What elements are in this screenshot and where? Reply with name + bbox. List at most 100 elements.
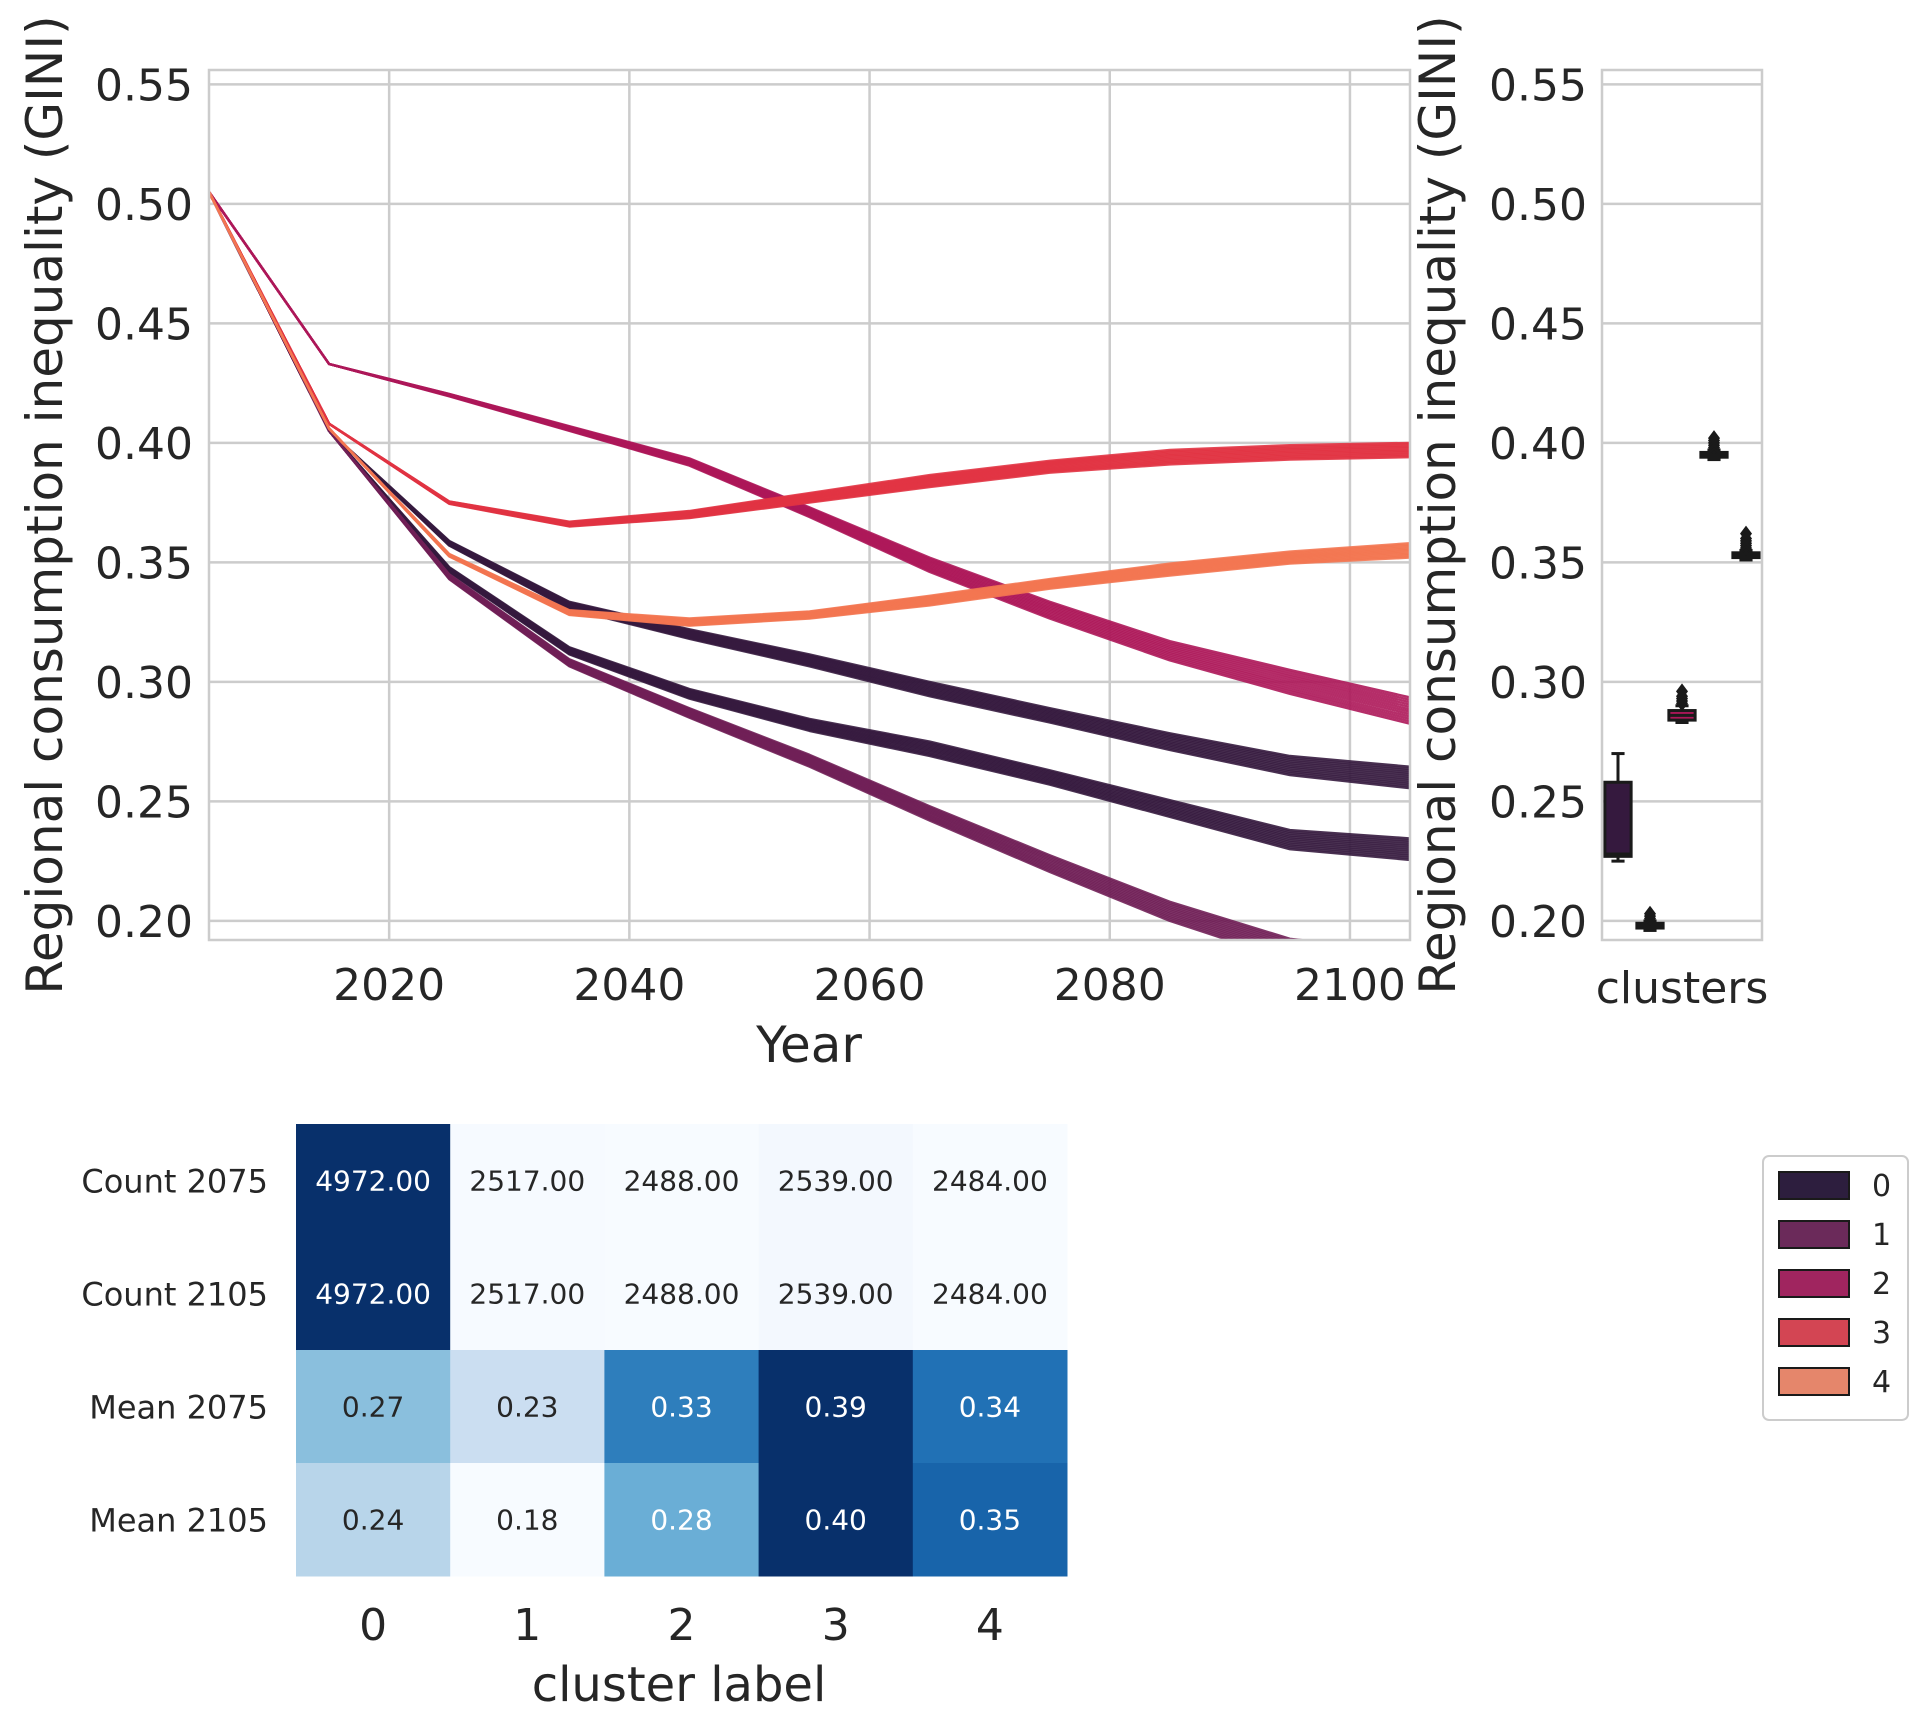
legend-label: 4	[1872, 1365, 1891, 1400]
heatmap-cell-label: 0.23	[496, 1391, 558, 1424]
heatmap-cell-label: 0.28	[650, 1504, 712, 1537]
line-chart-y-axis-label: Regional consumption inequality (GINI)	[16, 15, 74, 994]
y-tick-label: 0.50	[1489, 180, 1587, 231]
heatmap-cell	[450, 1237, 605, 1351]
heatmap-cells: 4972.00 2517.00 2488.00 2539.00 2484.00 4972.…	[296, 1124, 1068, 1577]
heatmap-cell-label: 0.27	[342, 1391, 404, 1424]
heatmap-row-label: Mean 2105	[89, 1502, 268, 1540]
heatmap-x-axis-label: cluster label	[532, 1657, 827, 1713]
heatmap-cell	[758, 1463, 914, 1577]
series-3	[209, 191, 1410, 528]
legend-label: 0	[1872, 1169, 1891, 1204]
legend-swatch	[1778, 1269, 1850, 1298]
y-tick-label: 0.40	[1489, 419, 1587, 470]
y-tick-label: 0.45	[1489, 299, 1587, 350]
heatmap-cell	[912, 1124, 1068, 1238]
heatmap-cell	[450, 1350, 605, 1464]
series-line	[209, 191, 1410, 620]
heatmap-cell	[604, 1350, 760, 1464]
heatmap-cell-label: 0.40	[805, 1504, 867, 1537]
heatmap-column-label: 1	[513, 1600, 541, 1651]
heatmap-row-label: Count 2075	[81, 1163, 268, 1201]
line-chart-frame	[207, 68, 1412, 942]
x-tick-label: 2080	[1054, 960, 1166, 1011]
box-0	[1603, 752, 1633, 863]
heatmap-cell	[604, 1463, 760, 1577]
box-body	[1603, 780, 1633, 858]
heatmap-cell-label: 0.33	[650, 1391, 712, 1424]
box-chart-y-axis-label: Regional consumption inequality (GINI)	[1409, 15, 1467, 994]
box-flier	[1676, 683, 1688, 700]
y-tick-label: 0.45	[95, 299, 193, 350]
y-tick-label: 0.30	[1489, 658, 1587, 709]
line-chart-x-axis-label: Year	[755, 1016, 862, 1074]
box-chart-y-ticks: 0.20 0.25 0.30 0.35 0.40 0.45 0.50 0.55	[1489, 60, 1587, 948]
line-chart-x-ticks: 2020 2040 2060 2080 2100	[333, 960, 1406, 1011]
line-chart-series	[209, 191, 1410, 940]
y-tick-label: 0.25	[95, 777, 193, 828]
heatmap-cell-label: 2488.00	[624, 1165, 740, 1198]
series-2	[209, 191, 1410, 725]
legend-swatch	[1778, 1220, 1850, 1249]
heatmap-cell	[758, 1350, 914, 1464]
heatmap-cell	[912, 1237, 1068, 1351]
y-tick-label: 0.30	[95, 658, 193, 709]
y-tick-label: 0.40	[95, 419, 193, 470]
heatmap-column-labels: 0 1 2 3 4	[359, 1600, 1004, 1651]
heatmap-row-labels: Count 2075 Count 2105 Mean 2075 Mean 2105	[81, 1163, 268, 1540]
box-chart-boxes	[1603, 430, 1761, 932]
legend-label: 2	[1872, 1267, 1891, 1302]
series-line	[209, 191, 1410, 768]
line-chart-grid	[209, 70, 1410, 940]
series-line	[209, 191, 1410, 840]
series-line	[209, 191, 1312, 940]
box-2	[1667, 683, 1697, 724]
y-tick-label: 0.20	[1489, 897, 1587, 948]
heatmap-cell-label: 4972.00	[315, 1165, 431, 1198]
box-flier	[1644, 905, 1656, 922]
heatmap-cell-label: 0.18	[496, 1504, 558, 1537]
heatmap-cell	[758, 1124, 914, 1238]
legend-swatch	[1778, 1318, 1850, 1347]
y-tick-label: 0.55	[95, 60, 193, 111]
y-tick-label: 0.55	[1489, 60, 1587, 111]
heatmap-cell-label: 2539.00	[778, 1165, 894, 1198]
x-tick-label: 2100	[1294, 960, 1406, 1011]
heatmap-column-label: 4	[976, 1600, 1004, 1651]
heatmap-row-label: Mean 2075	[89, 1389, 268, 1427]
x-tick-label: 2060	[814, 960, 926, 1011]
legend: 0 1 2 3 4	[1762, 1155, 1909, 1421]
heatmap-cell-label: 0.34	[959, 1391, 1021, 1424]
y-tick-label: 0.35	[1489, 538, 1587, 589]
heatmap-column-label: 2	[668, 1600, 696, 1651]
heatmap-column-label: 0	[359, 1600, 387, 1651]
heatmap-cell	[296, 1237, 451, 1351]
series-line	[209, 191, 1410, 699]
line-chart-y-ticks: 0.20 0.25 0.30 0.35 0.40 0.45 0.50 0.55	[95, 60, 193, 948]
legend-label: 3	[1872, 1316, 1891, 1351]
heatmap-cell	[604, 1124, 760, 1238]
heatmap-cell-label: 2517.00	[469, 1165, 585, 1198]
heatmap-cell	[912, 1350, 1068, 1464]
heatmap-cell	[450, 1463, 605, 1577]
box-3	[1699, 430, 1729, 462]
legend-label: 1	[1872, 1218, 1891, 1253]
heatmap-cell-label: 2484.00	[932, 1278, 1048, 1311]
box-flier	[1708, 430, 1720, 447]
heatmap-cell	[758, 1237, 914, 1351]
legend-swatch	[1778, 1367, 1850, 1396]
heatmap-cell	[604, 1237, 760, 1351]
x-tick-label: 2020	[333, 960, 445, 1011]
heatmap-row-label: Count 2105	[81, 1276, 268, 1314]
box-1	[1635, 905, 1665, 932]
heatmap-cell-label: 0.35	[959, 1504, 1021, 1537]
heatmap-cell-label: 4972.00	[315, 1278, 431, 1311]
legend-items: 0 1 2 3 4	[1778, 1169, 1891, 1400]
series-line	[209, 191, 1410, 523]
y-tick-label: 0.25	[1489, 777, 1587, 828]
y-tick-label: 0.50	[95, 180, 193, 231]
heatmap-cell	[296, 1350, 451, 1464]
y-tick-label: 0.35	[95, 538, 193, 589]
box-flier	[1740, 525, 1752, 542]
